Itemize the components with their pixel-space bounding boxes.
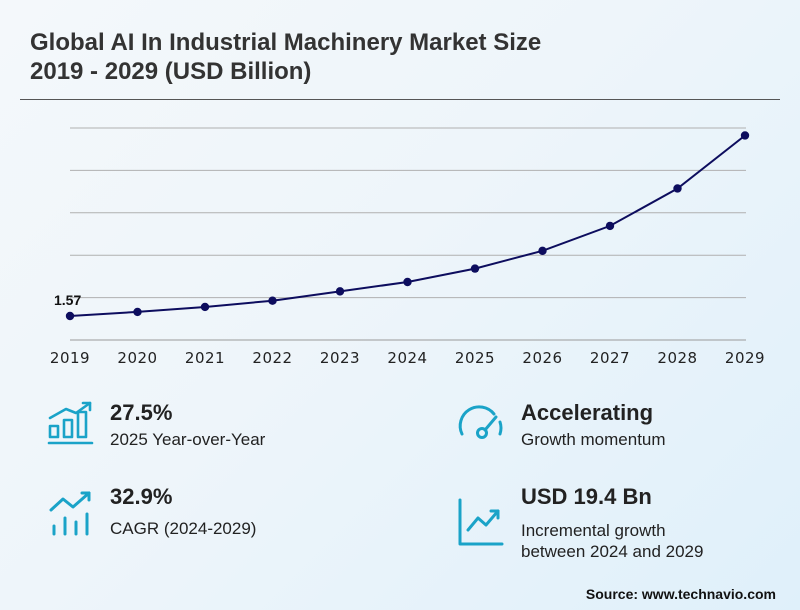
x-tick-label: 2027 — [590, 349, 630, 367]
data-point — [673, 184, 682, 193]
source-credit: Source: www.technavio.com — [585, 586, 776, 602]
stat-cagr: 32.9% CAGR (2024-2029) — [46, 482, 386, 542]
x-tick-label: 2029 — [725, 349, 765, 367]
title-line-2: 2019 - 2029 (USD Billion) — [30, 58, 312, 85]
stat-incremental: USD 19.4 Bn Incremental growth between 2… — [456, 482, 776, 562]
title-divider — [20, 99, 780, 100]
stat-momentum: Accelerating Growth momentum — [456, 398, 776, 458]
title-line-1: Global AI In Industrial Machinery Market… — [30, 29, 542, 56]
data-point — [538, 246, 547, 256]
grid-lines — [70, 127, 746, 341]
trend-bars-icon — [49, 491, 91, 536]
stat-value: 32.9% — [110, 484, 173, 509]
data-points — [65, 131, 750, 321]
data-point — [335, 287, 345, 296]
x-tick-labels: 2019 2020 2021 2022 2023 2024 2025 2026 2027 2028… — [50, 349, 765, 367]
data-point — [268, 296, 277, 305]
stat-yoy: 27.5% 2025 Year-over-Year — [46, 398, 386, 458]
stat-value: USD 19.4 Bn — [521, 484, 652, 509]
x-tick-label: 2021 — [185, 349, 225, 367]
x-tick-label: 2026 — [522, 349, 562, 367]
stat-value: Accelerating — [521, 400, 654, 425]
x-tick-label: 2020 — [117, 349, 157, 367]
line-chart: 2019 2020 2021 2022 2023 2024 2025 2026 2027 2028… — [50, 127, 765, 367]
data-point — [740, 131, 750, 140]
series-line — [69, 134, 746, 317]
data-point — [470, 264, 480, 273]
data-labels: 1.57 — [54, 292, 81, 308]
data-point — [403, 277, 412, 287]
data-label: 1.57 — [54, 292, 81, 308]
data-point — [605, 221, 615, 231]
x-tick-label: 2025 — [455, 349, 495, 367]
stat-label-line-1: Incremental growth — [521, 521, 666, 540]
stat-label: Growth momentum — [521, 430, 666, 449]
stat-label-line-2: between 2024 and 2029 — [521, 542, 704, 561]
trend-line-chart-icon — [458, 498, 504, 546]
x-tick-label: 2028 — [657, 349, 697, 367]
x-tick-label: 2022 — [252, 349, 292, 367]
stat-value: 27.5% — [110, 400, 173, 425]
x-tick-label: 2024 — [387, 349, 427, 367]
x-tick-label: 2023 — [320, 349, 360, 367]
x-tick-label: 2019 — [50, 349, 90, 367]
speedometer-icon — [458, 405, 503, 439]
chart-title: Global AI In Industrial Machinery Market… — [30, 28, 750, 86]
data-point — [133, 307, 142, 317]
data-point — [65, 311, 75, 321]
stat-label: 2025 Year-over-Year — [110, 430, 266, 449]
data-point — [200, 302, 210, 312]
stat-label: CAGR (2024-2029) — [110, 519, 257, 538]
bar-chart-growth-icon — [47, 401, 94, 445]
